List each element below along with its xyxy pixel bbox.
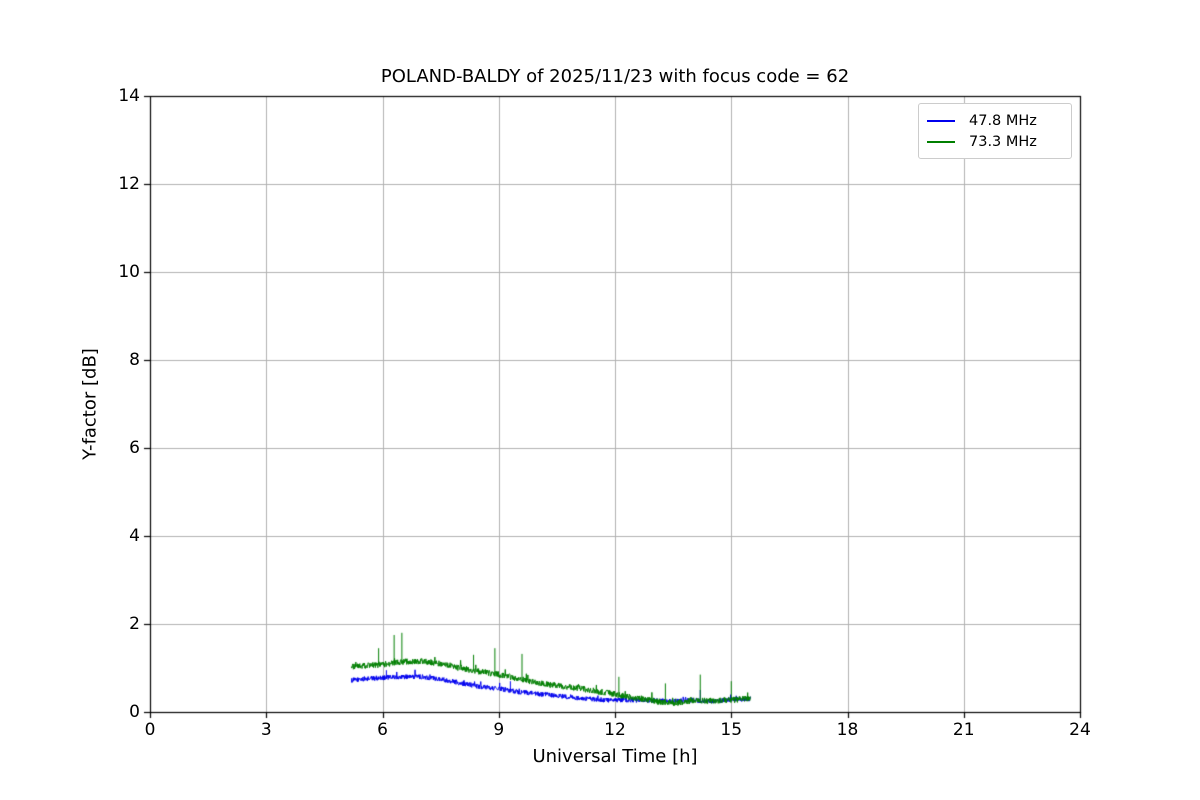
x-tick-label: 0	[144, 720, 156, 740]
legend-entry: 73.3 MHz	[927, 131, 1061, 152]
y-tick-label: 2	[129, 614, 140, 634]
x-tick-label: 21	[952, 720, 975, 740]
legend-label: 73.3 MHz	[969, 133, 1037, 150]
legend: 47.8 MHz 73.3 MHz	[918, 103, 1072, 159]
y-tick-label: 8	[129, 350, 140, 370]
legend-line-blue	[927, 119, 955, 122]
x-tick-label: 15	[720, 720, 743, 740]
legend-label: 47.8 MHz	[969, 112, 1037, 129]
y-tick-label: 12	[118, 174, 140, 194]
x-axis-label: Universal Time [h]	[532, 746, 698, 767]
y-tick-label: 6	[129, 438, 140, 458]
y-tick-label: 0	[129, 702, 140, 722]
x-tick-label: 18	[836, 720, 859, 740]
y-tick-label: 4	[129, 526, 140, 546]
x-tick-label: 6	[377, 720, 388, 740]
x-tick-label: 9	[493, 720, 505, 740]
x-tick-label: 24	[1069, 720, 1091, 740]
y-tick-label: 14	[118, 86, 140, 106]
y-tick-label: 10	[118, 262, 140, 282]
x-tick-label: 12	[604, 720, 626, 740]
x-tick-label: 3	[260, 720, 272, 740]
legend-line-green	[927, 140, 955, 143]
legend-entry: 47.8 MHz	[927, 110, 1061, 131]
chart-title: POLAND-BALDY of 2025/11/23 with focus co…	[380, 66, 850, 87]
